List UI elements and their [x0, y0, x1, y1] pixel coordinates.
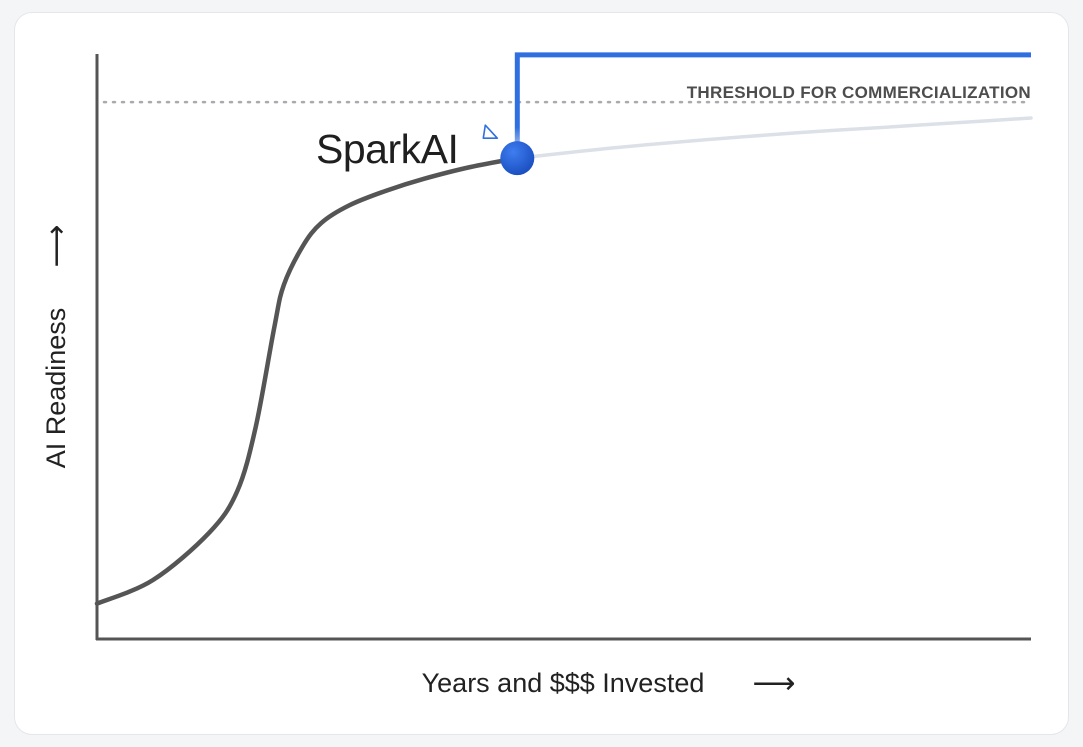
- y-axis-label: AI Readiness: [41, 308, 71, 469]
- threshold-label: THRESHOLD FOR COMMERCIALIZATION: [687, 83, 1031, 102]
- x-axis-label: Years and $$$ Invested: [422, 668, 705, 698]
- pointer-triangle-icon: [482, 124, 499, 139]
- y-axis-arrow-icon: ⟶: [39, 224, 74, 267]
- sparkai-logo-label: SparkAI: [316, 126, 458, 172]
- sparkai-marker: [500, 141, 535, 176]
- x-axis-arrow-icon: ⟶: [752, 666, 795, 701]
- chart-card: [14, 12, 1069, 735]
- readiness-curve: [94, 155, 520, 606]
- commercialization-step-line: [514, 52, 1031, 159]
- projection-curve: [515, 116, 1033, 160]
